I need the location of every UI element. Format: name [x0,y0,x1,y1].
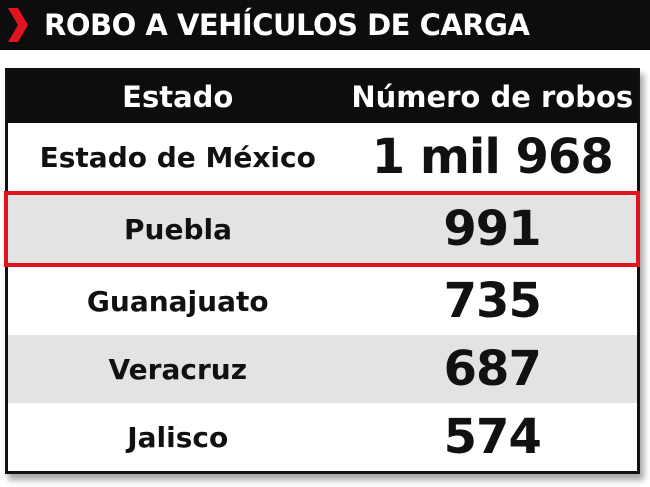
column-header: Número de robos [348,69,638,123]
table-body: Estado de México 1 mil 968 Puebla 991 Guanaj… [4,123,640,473]
count-cell: 574 [443,409,542,465]
table-row: Estado de México 1 mil 968 [6,123,638,193]
count-cell: 735 [443,273,542,329]
count-cell: 687 [348,335,638,403]
table-row: Jalisco 574 [6,403,638,473]
chevron-icon [8,8,28,42]
title-banner: ROBO A VEHÍCULOS DE CARGA [0,0,650,50]
state-cell: Puebla [4,191,348,267]
table: Estado Número de robos Estado de México 1… [4,68,640,474]
state-cell: Estado de México [39,140,316,174]
table-row: Guanajuato 735 [6,265,638,335]
count-cell: 991 [348,191,640,267]
header-row: Estado Número de robos [6,69,638,123]
state-cell: Jalisco [127,420,229,454]
title: ROBO A VEHÍCULOS DE CARGA [44,8,530,42]
table-row: Veracruz 687 [6,335,638,403]
column-header: Estado [6,69,348,123]
state-cell: Veracruz [6,335,348,403]
table-row: Puebla 991 [4,191,640,267]
state-cell: Guanajuato [86,284,269,318]
count-cell: 1 mil 968 [371,129,614,185]
